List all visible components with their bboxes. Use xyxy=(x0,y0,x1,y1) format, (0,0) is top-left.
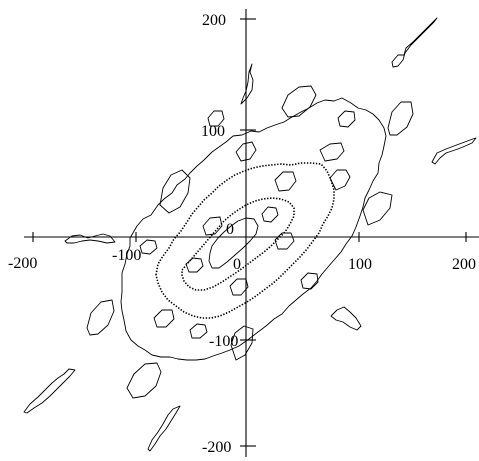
blob-22 xyxy=(261,206,279,223)
blob-4 xyxy=(362,191,393,226)
blob-16 xyxy=(153,309,175,328)
inner-ring xyxy=(181,197,295,291)
central-loop xyxy=(208,217,259,269)
blob-20 xyxy=(139,239,158,255)
x-tick-label-200: 200 xyxy=(452,256,476,273)
blob-17 xyxy=(189,323,208,339)
blob-18 xyxy=(337,110,356,128)
blob-21 xyxy=(300,272,319,290)
blob-11 xyxy=(274,171,297,192)
blob-5 xyxy=(86,299,115,336)
fragment-top-right xyxy=(391,17,438,68)
blob-12 xyxy=(202,216,223,236)
blob-10 xyxy=(235,141,257,162)
fragment-right xyxy=(431,137,477,165)
blob-13 xyxy=(274,232,295,250)
fragment-lower-right xyxy=(330,306,362,331)
blob-group xyxy=(86,85,414,399)
blob-19 xyxy=(207,110,225,127)
fragment-bottom xyxy=(147,405,181,452)
blob-3 xyxy=(159,169,191,214)
fragment-left xyxy=(64,233,116,244)
middle-ring xyxy=(155,162,335,319)
blob-15 xyxy=(229,278,249,296)
blob-6 xyxy=(126,362,162,399)
fragment-bottom-left xyxy=(23,368,76,414)
x-tick-label-100: 100 xyxy=(348,256,372,273)
y-tick-label-200: 200 xyxy=(202,12,226,29)
blob-14 xyxy=(185,257,204,273)
blob-8 xyxy=(329,169,351,191)
y-tick-label-0: 0 xyxy=(226,221,234,238)
y-tick-label-minus200: -200 xyxy=(202,439,231,456)
y-tick-label-100: 100 xyxy=(201,123,225,140)
blob-7 xyxy=(230,325,254,361)
x-tick-label-minus200: -200 xyxy=(8,255,37,272)
outer-fragments xyxy=(23,17,477,452)
blob-9 xyxy=(319,142,345,162)
blob-1 xyxy=(281,85,317,118)
outer-ring xyxy=(120,97,387,361)
x-tick-label-0: 0 xyxy=(233,256,241,273)
blob-2 xyxy=(387,101,414,136)
fragment-top xyxy=(240,63,254,105)
